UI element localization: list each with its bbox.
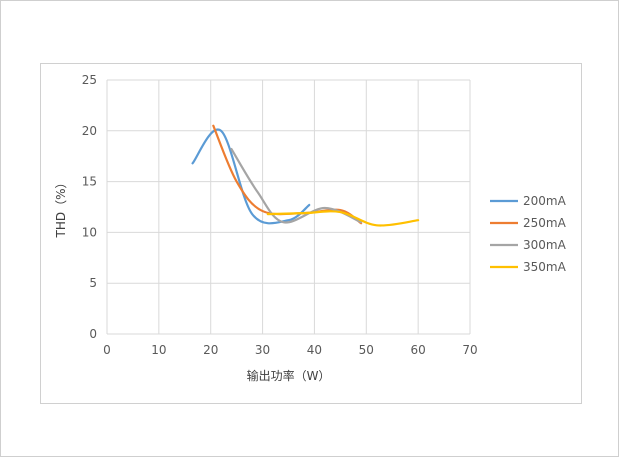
x-axis-title: 输出功率（W） — [247, 368, 331, 383]
y-tick-label: 10 — [82, 225, 97, 239]
grid — [106, 79, 471, 335]
x-tick-label: 60 — [411, 343, 426, 357]
x-tick-label: 0 — [103, 343, 111, 357]
legend-label: 200mA — [523, 194, 567, 208]
series-line-350ma — [266, 210, 420, 227]
y-tick-label: 0 — [89, 327, 97, 341]
chart-area — [40, 63, 582, 404]
x-tick-label: 10 — [151, 343, 166, 357]
x-tick-label: 30 — [255, 343, 270, 357]
x-tick-label: 70 — [462, 343, 477, 357]
series-line-250ma — [212, 124, 363, 225]
y-tick-label: 5 — [89, 276, 97, 290]
x-tick-label: 40 — [307, 343, 322, 357]
axes: 0 10 20 30 40 50 60 70 0 5 10 15 20 25 — [82, 73, 478, 357]
legend-label: 250mA — [523, 216, 567, 230]
y-tick-label: 25 — [82, 73, 97, 87]
series-lines — [191, 124, 420, 227]
x-tick-label: 20 — [203, 343, 218, 357]
legend-label: 350mA — [523, 260, 567, 274]
series-line-200ma — [191, 128, 311, 225]
y-tick-label: 15 — [82, 175, 97, 189]
legend-label: 300mA — [523, 238, 567, 252]
y-axis-title: THD（%） — [54, 177, 68, 239]
y-tick-label: 20 — [82, 124, 97, 138]
legend: 200mA 250mA 300mA 350mA — [490, 194, 567, 274]
x-tick-label: 50 — [359, 343, 374, 357]
